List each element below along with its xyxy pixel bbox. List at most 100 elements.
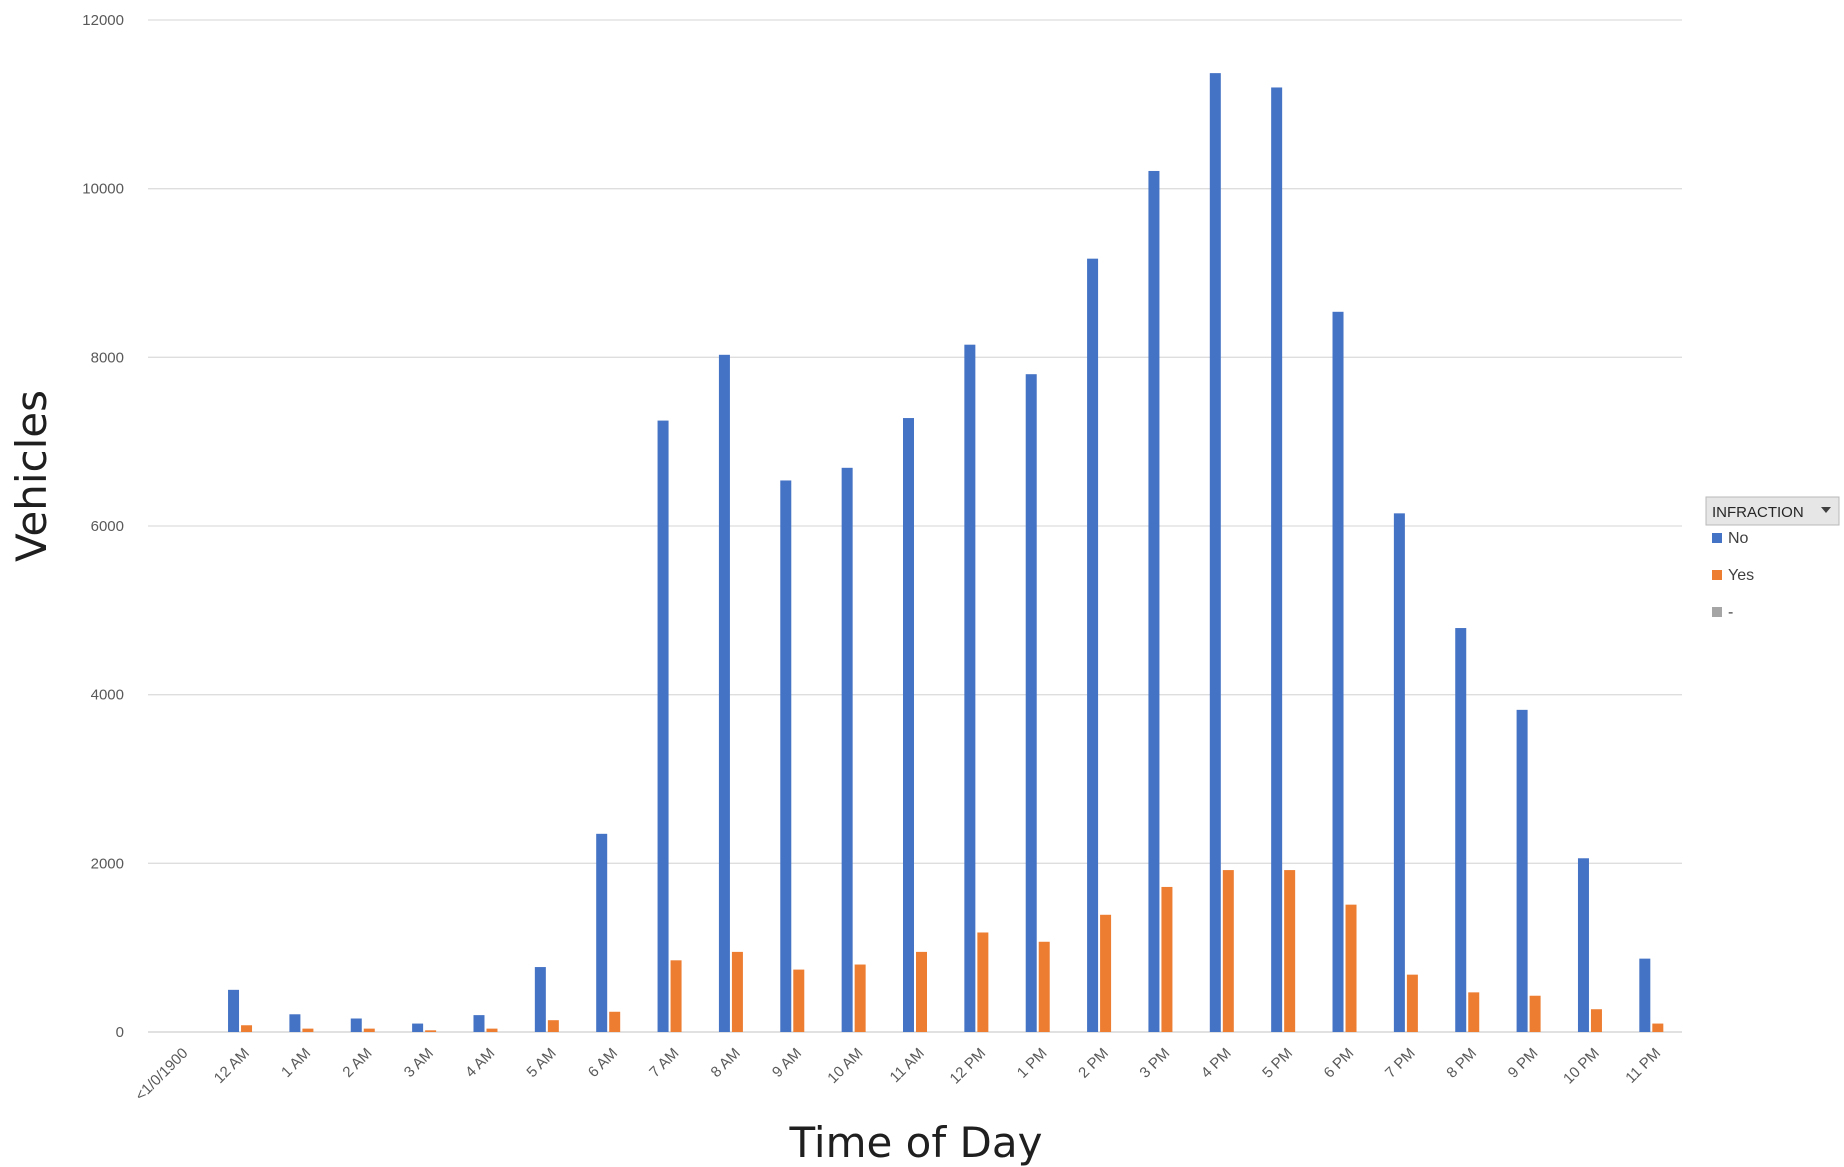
- bar-no: [1393, 513, 1405, 1032]
- legend-header-button[interactable]: INFRACTION: [1705, 496, 1840, 526]
- bar-yes: [425, 1030, 437, 1032]
- legend-label: No: [1728, 530, 1749, 547]
- bar-no: [1639, 958, 1651, 1032]
- bar-no: [350, 1018, 362, 1032]
- bar-yes: [1222, 870, 1234, 1032]
- y-tick-label: 6000: [91, 518, 124, 535]
- x-tick-label: 4 PM: [1198, 1045, 1235, 1082]
- bar-yes: [1652, 1023, 1664, 1032]
- bar-no: [228, 989, 240, 1032]
- bar-yes: [547, 1020, 559, 1032]
- x-tick-label: 4 AM: [462, 1045, 498, 1081]
- bar-yes: [916, 951, 927, 1032]
- x-tick-label: 5 AM: [523, 1045, 559, 1081]
- x-tick-label: 8 AM: [708, 1045, 744, 1081]
- bar-no: [841, 467, 853, 1032]
- x-tick-label: <1/0/1900: [132, 1045, 192, 1105]
- bar-yes: [1468, 992, 1480, 1032]
- bar-yes: [241, 1025, 253, 1032]
- bar-yes: [302, 1028, 314, 1032]
- bar-yes: [1038, 941, 1050, 1032]
- bar-yes: [1529, 995, 1541, 1032]
- x-tick-label: 1 PM: [1014, 1045, 1051, 1082]
- x-tick-label: 7 AM: [646, 1045, 682, 1081]
- bar-yes: [670, 960, 682, 1032]
- bar-no: [289, 1014, 301, 1032]
- x-tick-label: 12 PM: [947, 1045, 990, 1088]
- x-tick-label: 9 AM: [769, 1045, 805, 1081]
- x-tick-label: 2 PM: [1075, 1045, 1112, 1082]
- y-tick-label: 10000: [82, 181, 124, 198]
- legend-item[interactable]: No: [1712, 530, 1749, 547]
- bar-no: [1087, 258, 1099, 1032]
- legend-item[interactable]: -: [1712, 604, 1733, 621]
- legend-swatch: [1712, 607, 1722, 617]
- x-tick-label: 7 PM: [1382, 1045, 1419, 1082]
- bar-no: [964, 344, 976, 1032]
- x-tick-label: 5 PM: [1259, 1045, 1296, 1082]
- x-axis-title: Time of Day: [789, 1118, 1043, 1167]
- x-tick-label: 8 PM: [1443, 1045, 1480, 1082]
- legend-swatch: [1712, 570, 1722, 580]
- bar-yes: [1161, 886, 1173, 1032]
- x-tick-label: 11 AM: [887, 1045, 928, 1086]
- y-axis-ticks: 0 2000 4000 6000 8000 10000 12000: [82, 12, 124, 1041]
- bar-no: [1209, 73, 1221, 1032]
- bar-no: [473, 1015, 485, 1032]
- bar-no: [718, 354, 730, 1032]
- bar-yes: [486, 1028, 498, 1032]
- bar-no: [1148, 170, 1160, 1032]
- bar-yes: [1284, 870, 1296, 1032]
- bar-yes: [977, 932, 989, 1032]
- bar-yes: [854, 964, 866, 1032]
- x-tick-label: 6 PM: [1321, 1045, 1358, 1082]
- bar-yes: [1100, 914, 1112, 1032]
- bar-no: [1455, 628, 1467, 1032]
- bar-no: [657, 420, 669, 1032]
- y-tick-label: 8000: [91, 349, 124, 366]
- bar-no: [1577, 858, 1589, 1032]
- bar-yes: [1345, 904, 1357, 1032]
- bar-no: [1332, 311, 1344, 1032]
- bar-yes: [363, 1028, 375, 1032]
- legend: INFRACTION No Yes -: [1705, 496, 1840, 621]
- dropdown-arrow-icon: [1821, 507, 1831, 513]
- bar-no: [534, 967, 546, 1032]
- legend-swatch: [1712, 533, 1722, 543]
- x-tick-label: 10 PM: [1560, 1045, 1603, 1088]
- bar-no: [903, 418, 914, 1032]
- y-axis-title: Vehicles: [7, 390, 56, 562]
- x-tick-label: 9 PM: [1505, 1045, 1542, 1082]
- y-tick-label: 12000: [82, 12, 124, 29]
- legend-label: -: [1728, 604, 1733, 621]
- bar-no: [596, 833, 608, 1032]
- y-tick-label: 4000: [91, 687, 124, 704]
- bar-no: [412, 1023, 424, 1032]
- x-tick-label: 3 PM: [1136, 1045, 1173, 1082]
- bars: [228, 73, 1664, 1033]
- y-tick-label: 2000: [91, 855, 124, 872]
- bar-yes: [793, 969, 805, 1032]
- bar-no: [1271, 87, 1283, 1032]
- bar-no: [1516, 709, 1528, 1032]
- x-tick-label: 2 AM: [339, 1045, 375, 1081]
- legend-label: Yes: [1728, 567, 1754, 584]
- x-axis-ticks: <1/0/1900 12 AM 1 AM 2 AM 3 AM 4 AM 5 AM 6 AM 7 …: [132, 1045, 1664, 1105]
- x-tick-label: 10 AM: [824, 1045, 866, 1087]
- legend-item[interactable]: Yes: [1712, 567, 1754, 584]
- x-tick-label: 3 AM: [401, 1045, 437, 1081]
- bar-yes: [1406, 974, 1418, 1032]
- gridlines: [148, 19, 1682, 1033]
- y-tick-label: 0: [116, 1024, 124, 1041]
- x-tick-label: 1 AM: [278, 1045, 314, 1081]
- bar-yes: [609, 1011, 621, 1032]
- x-tick-label: 6 AM: [585, 1045, 621, 1081]
- bar-no: [1025, 374, 1037, 1032]
- bar-yes: [731, 951, 743, 1032]
- legend-title: INFRACTION: [1712, 504, 1804, 521]
- bar-no: [780, 480, 792, 1033]
- bar-yes: [1590, 1009, 1602, 1032]
- x-tick-label: 12 AM: [211, 1045, 253, 1087]
- x-tick-label: 11 PM: [1622, 1045, 1664, 1087]
